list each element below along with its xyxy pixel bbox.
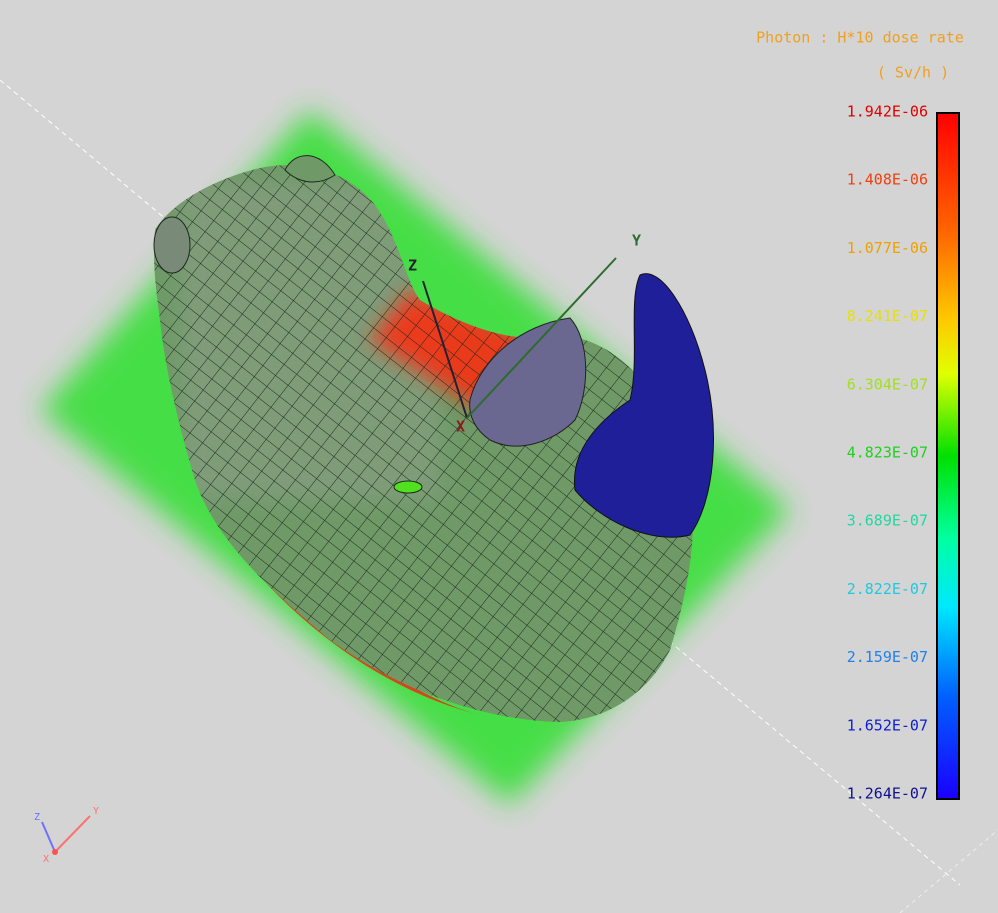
legend-label: 2.159E-07: [847, 648, 928, 666]
axis-y: [466, 257, 617, 419]
triad-origin: [52, 849, 58, 855]
eye: [393, 480, 423, 494]
triad-label: Y: [93, 806, 99, 817]
ear: [284, 155, 336, 183]
axis-z: [422, 280, 468, 419]
legend-label: 3.689E-07: [847, 512, 928, 530]
legend-label: 4.823E-07: [847, 444, 928, 462]
axis-label: Z: [408, 257, 417, 275]
legend-label: 8.241E-07: [847, 307, 928, 325]
legend-label: 1.264E-07: [847, 785, 928, 803]
guide-line: [899, 829, 998, 913]
triad-label: Z: [34, 812, 40, 823]
legend-title: Photon : H*10 dose rate: [756, 29, 964, 47]
color-bar: [936, 112, 960, 800]
large-horn: [573, 273, 714, 538]
legend-label: 1.942E-06: [847, 103, 928, 121]
legend-label: 2.822E-07: [847, 580, 928, 598]
legend-label: 6.304E-07: [847, 375, 928, 393]
triad-z: [41, 821, 56, 853]
legend-unit: ( Sv/h ): [877, 64, 949, 82]
triad-y: [54, 815, 91, 853]
triad-label: X: [43, 854, 49, 865]
ear: [153, 216, 191, 274]
legend-label: 1.408E-06: [847, 171, 928, 189]
axis-label: X: [456, 418, 465, 436]
legend-label: 1.652E-07: [847, 716, 928, 734]
small-horn: [469, 317, 587, 447]
guide-line: [0, 79, 961, 886]
legend-label: 1.077E-06: [847, 239, 928, 257]
axis-label: Y: [632, 232, 641, 250]
